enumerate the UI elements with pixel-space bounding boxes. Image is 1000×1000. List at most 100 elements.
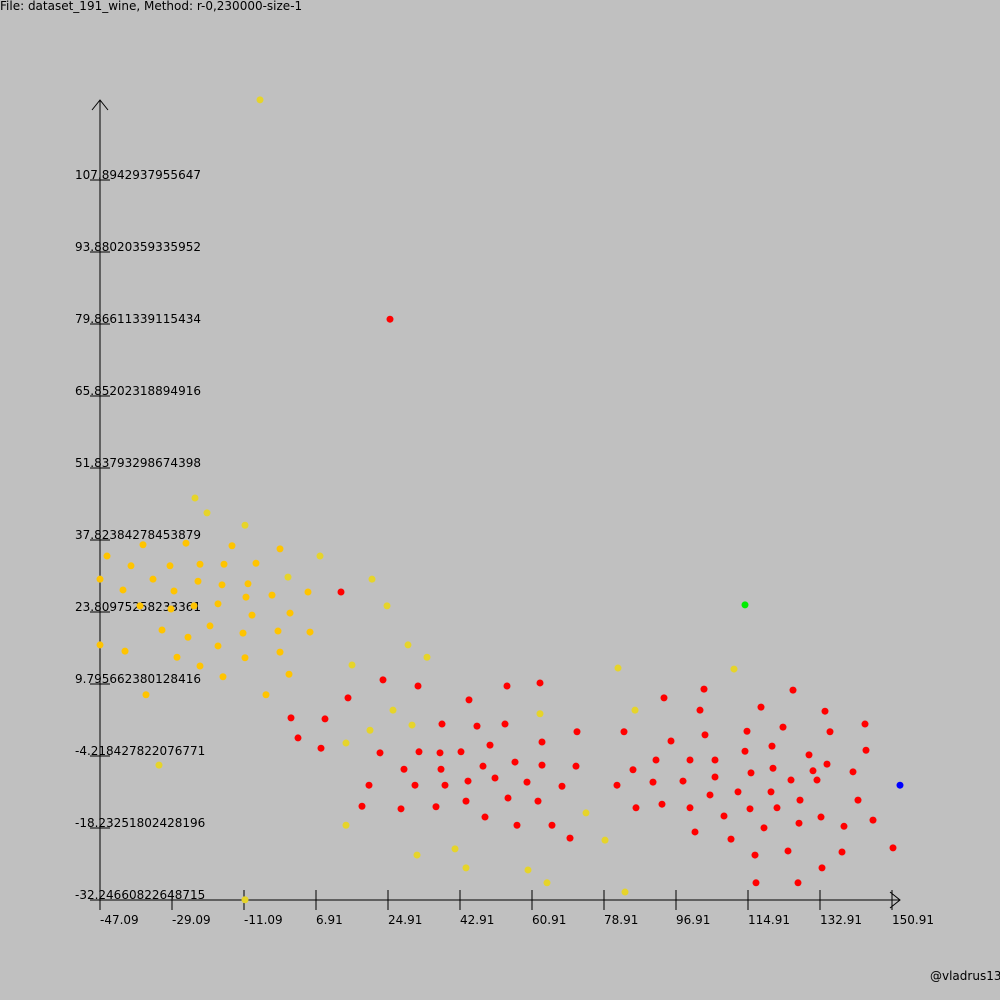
point bbox=[121, 647, 129, 655]
point bbox=[667, 737, 675, 745]
point bbox=[252, 559, 260, 567]
point bbox=[861, 720, 869, 728]
point bbox=[155, 761, 163, 769]
point bbox=[779, 723, 787, 731]
point bbox=[287, 714, 295, 722]
point bbox=[743, 727, 751, 735]
point bbox=[817, 813, 825, 821]
point bbox=[256, 96, 264, 104]
point bbox=[818, 864, 826, 872]
point bbox=[686, 804, 694, 812]
point bbox=[795, 819, 803, 827]
point bbox=[691, 828, 699, 836]
point bbox=[386, 315, 394, 323]
credit: @vladrus13 bbox=[930, 969, 1000, 983]
point bbox=[572, 762, 580, 770]
point bbox=[826, 728, 834, 736]
x-tick-label: 150.91 bbox=[892, 913, 934, 927]
point bbox=[548, 821, 556, 829]
chart-title: File: dataset_191_wine, Method: r-0,2300… bbox=[0, 0, 302, 13]
point bbox=[741, 601, 749, 609]
y-tick-label: -4.218427822076771 bbox=[75, 744, 205, 758]
point bbox=[767, 788, 775, 796]
point bbox=[139, 541, 147, 549]
point bbox=[889, 844, 897, 852]
point bbox=[784, 847, 792, 855]
point bbox=[365, 781, 373, 789]
point bbox=[214, 642, 222, 650]
y-tick-label: 65.85202318894916 bbox=[75, 384, 201, 398]
point bbox=[194, 577, 202, 585]
point bbox=[191, 494, 199, 502]
point bbox=[513, 821, 521, 829]
x-tick-label: 78.91 bbox=[604, 913, 638, 927]
y-axis-arrow bbox=[91, 99, 109, 111]
point bbox=[730, 665, 738, 673]
point bbox=[686, 756, 694, 764]
point bbox=[414, 682, 422, 690]
point bbox=[706, 791, 714, 799]
point bbox=[218, 581, 226, 589]
point bbox=[752, 879, 760, 887]
point bbox=[582, 809, 590, 817]
y-tick-label: 51.83793298674398 bbox=[75, 456, 201, 470]
point bbox=[166, 562, 174, 570]
y-tick-label: 107.8942937955647 bbox=[75, 168, 201, 182]
point bbox=[896, 781, 904, 789]
point bbox=[389, 706, 397, 714]
point bbox=[462, 864, 470, 872]
point bbox=[190, 602, 198, 610]
y-tick-label: 93.88020359335952 bbox=[75, 240, 201, 254]
point bbox=[196, 560, 204, 568]
point bbox=[794, 879, 802, 887]
point bbox=[404, 641, 412, 649]
point bbox=[436, 749, 444, 757]
point bbox=[366, 726, 374, 734]
y-tick-label: 37.82384278453879 bbox=[75, 528, 201, 542]
point bbox=[344, 694, 352, 702]
point bbox=[274, 627, 282, 635]
point bbox=[119, 586, 127, 594]
point bbox=[457, 748, 465, 756]
point bbox=[342, 821, 350, 829]
point bbox=[769, 764, 777, 772]
point bbox=[523, 778, 531, 786]
point bbox=[679, 777, 687, 785]
point bbox=[228, 542, 236, 550]
point bbox=[219, 673, 227, 681]
x-axis-arrow bbox=[889, 891, 901, 909]
point bbox=[543, 879, 551, 887]
point bbox=[621, 888, 629, 896]
point bbox=[149, 575, 157, 583]
point bbox=[536, 710, 544, 718]
x-tick-label: -29.09 bbox=[172, 913, 211, 927]
point bbox=[789, 686, 797, 694]
point bbox=[652, 756, 660, 764]
point bbox=[437, 765, 445, 773]
point bbox=[536, 679, 544, 687]
x-tick-label: 6.91 bbox=[316, 913, 343, 927]
point bbox=[96, 641, 104, 649]
point bbox=[220, 560, 228, 568]
point bbox=[415, 748, 423, 756]
point bbox=[614, 664, 622, 672]
point bbox=[465, 696, 473, 704]
point bbox=[558, 782, 566, 790]
point bbox=[173, 653, 181, 661]
point bbox=[268, 591, 276, 599]
y-tick-label: -18.23251802428196 bbox=[75, 816, 205, 830]
point bbox=[809, 767, 817, 775]
point bbox=[566, 834, 574, 842]
y-tick-label: 79.86611339115434 bbox=[75, 312, 201, 326]
point bbox=[316, 552, 324, 560]
x-tick-label: 114.91 bbox=[748, 913, 790, 927]
point bbox=[491, 774, 499, 782]
point bbox=[379, 676, 387, 684]
point bbox=[158, 626, 166, 634]
point bbox=[142, 691, 150, 699]
x-tick-label: 24.91 bbox=[388, 913, 422, 927]
point bbox=[538, 738, 546, 746]
point bbox=[805, 751, 813, 759]
point bbox=[306, 628, 314, 636]
point bbox=[727, 835, 735, 843]
